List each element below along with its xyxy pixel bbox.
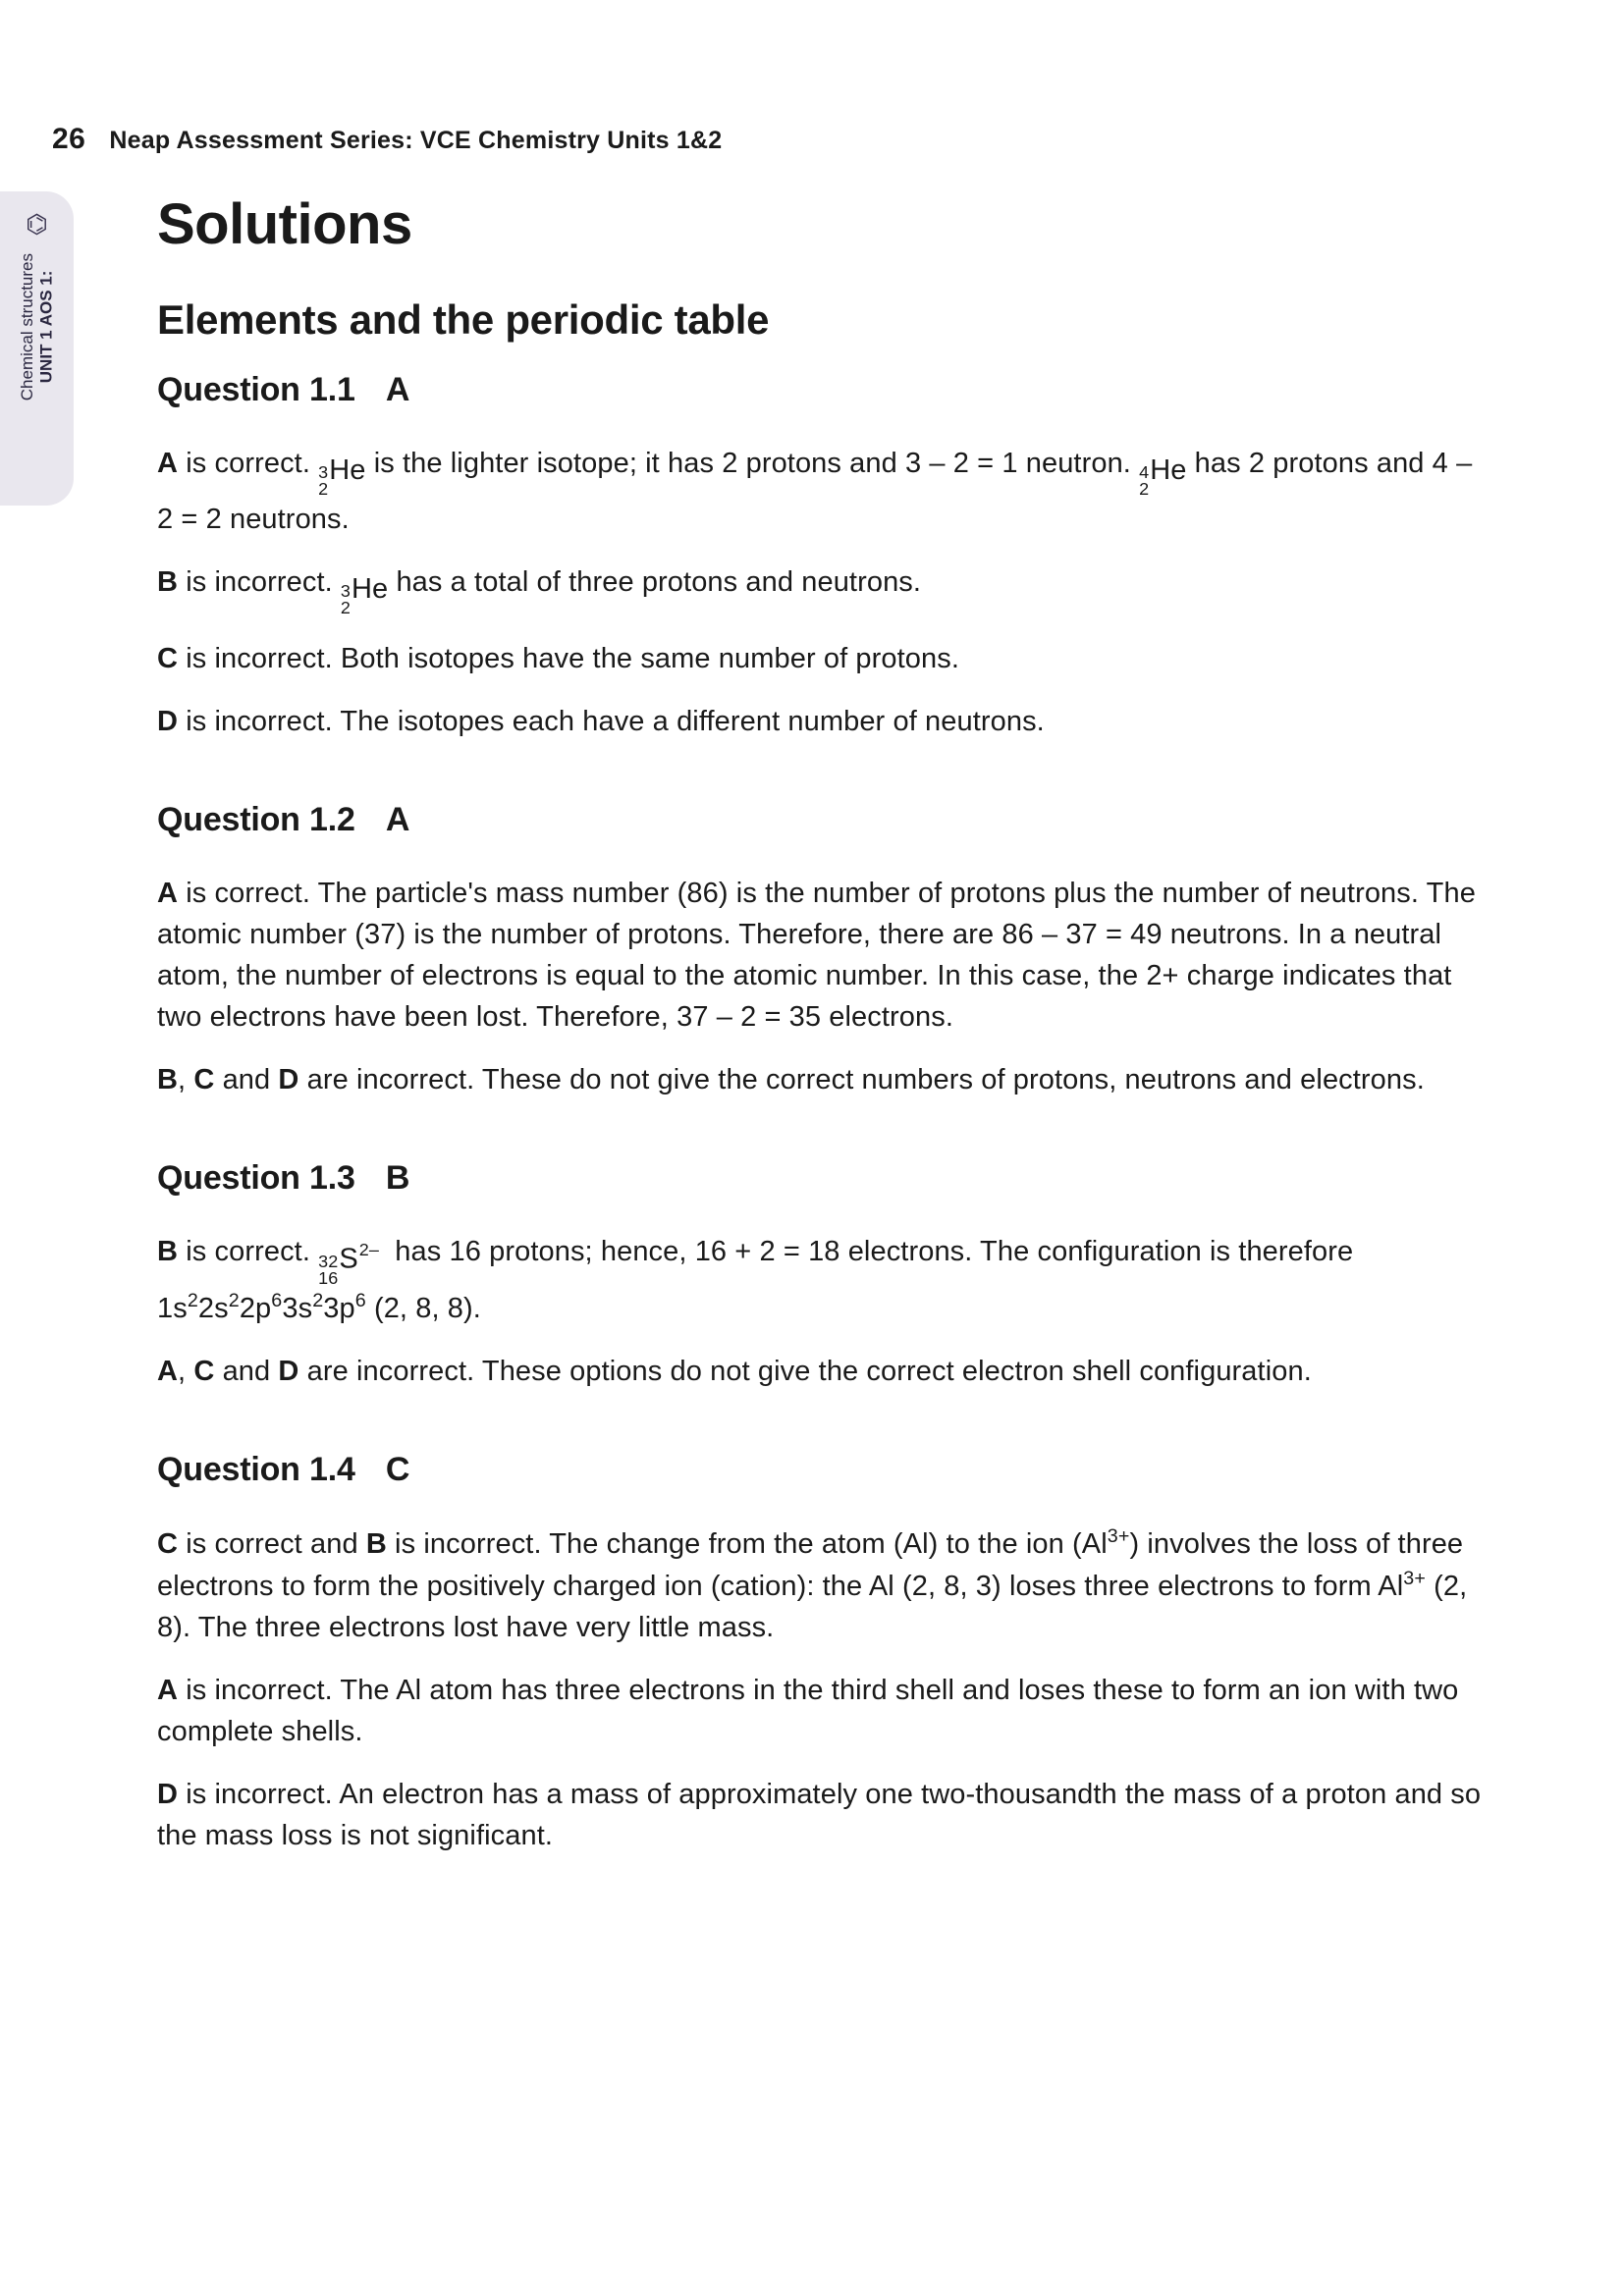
running-head: 26 Neap Assessment Series: VCE Chemistry… bbox=[52, 123, 722, 156]
chemistry-icon: ⌬ bbox=[26, 209, 48, 240]
solution-paragraph: A is correct. 32He is the lighter isotop… bbox=[157, 443, 1487, 540]
question-label: Question 1.3 bbox=[157, 1159, 355, 1197]
page-number: 26 bbox=[52, 123, 85, 156]
book-title: Neap Assessment Series: VCE Chemistry Un… bbox=[109, 127, 722, 155]
question-label: Question 1.2 bbox=[157, 801, 355, 838]
solution-paragraph: B is incorrect. 32He has a total of thre… bbox=[157, 561, 1487, 617]
page-title: Solutions bbox=[157, 191, 1487, 257]
question-heading-1-3: Question 1.3 B bbox=[157, 1159, 1487, 1198]
solution-paragraph: B is correct. 3216S2– has 16 protons; he… bbox=[157, 1231, 1487, 1328]
solution-paragraph: A is incorrect. The Al atom has three el… bbox=[157, 1670, 1487, 1752]
question-heading-1-2: Question 1.2 A bbox=[157, 801, 1487, 839]
question-heading-1-1: Question 1.1 A bbox=[157, 371, 1487, 409]
page: 26 Neap Assessment Series: VCE Chemistry… bbox=[0, 0, 1624, 2296]
side-tab-label: Chemical structures UNIT 1 AOS 1: bbox=[18, 253, 56, 400]
solution-paragraph: D is incorrect. The isotopes each have a… bbox=[157, 701, 1487, 742]
solution-paragraph: A, C and D are incorrect. These options … bbox=[157, 1351, 1487, 1392]
question-answer: C bbox=[386, 1451, 409, 1488]
solution-paragraph: D is incorrect. An electron has a mass o… bbox=[157, 1774, 1487, 1856]
side-tab: ⌬ Chemical structures UNIT 1 AOS 1: bbox=[0, 191, 74, 506]
solution-paragraph: B, C and D are incorrect. These do not g… bbox=[157, 1059, 1487, 1100]
solution-paragraph: A is correct. The particle's mass number… bbox=[157, 873, 1487, 1038]
solution-paragraph: C is incorrect. Both isotopes have the s… bbox=[157, 638, 1487, 679]
question-label: Question 1.1 bbox=[157, 371, 355, 408]
question-heading-1-4: Question 1.4 C bbox=[157, 1451, 1487, 1489]
side-tab-line2: Chemical structures bbox=[18, 253, 37, 400]
question-answer: A bbox=[386, 371, 409, 408]
question-label: Question 1.4 bbox=[157, 1451, 355, 1488]
question-answer: B bbox=[386, 1159, 409, 1197]
side-tab-line1: UNIT 1 AOS 1: bbox=[37, 253, 57, 400]
content: Solutions Elements and the periodic tabl… bbox=[157, 191, 1487, 1856]
section-heading: Elements and the periodic table bbox=[157, 296, 1487, 344]
solution-paragraph: C is correct and B is incorrect. The cha… bbox=[157, 1522, 1487, 1648]
question-answer: A bbox=[386, 801, 409, 838]
